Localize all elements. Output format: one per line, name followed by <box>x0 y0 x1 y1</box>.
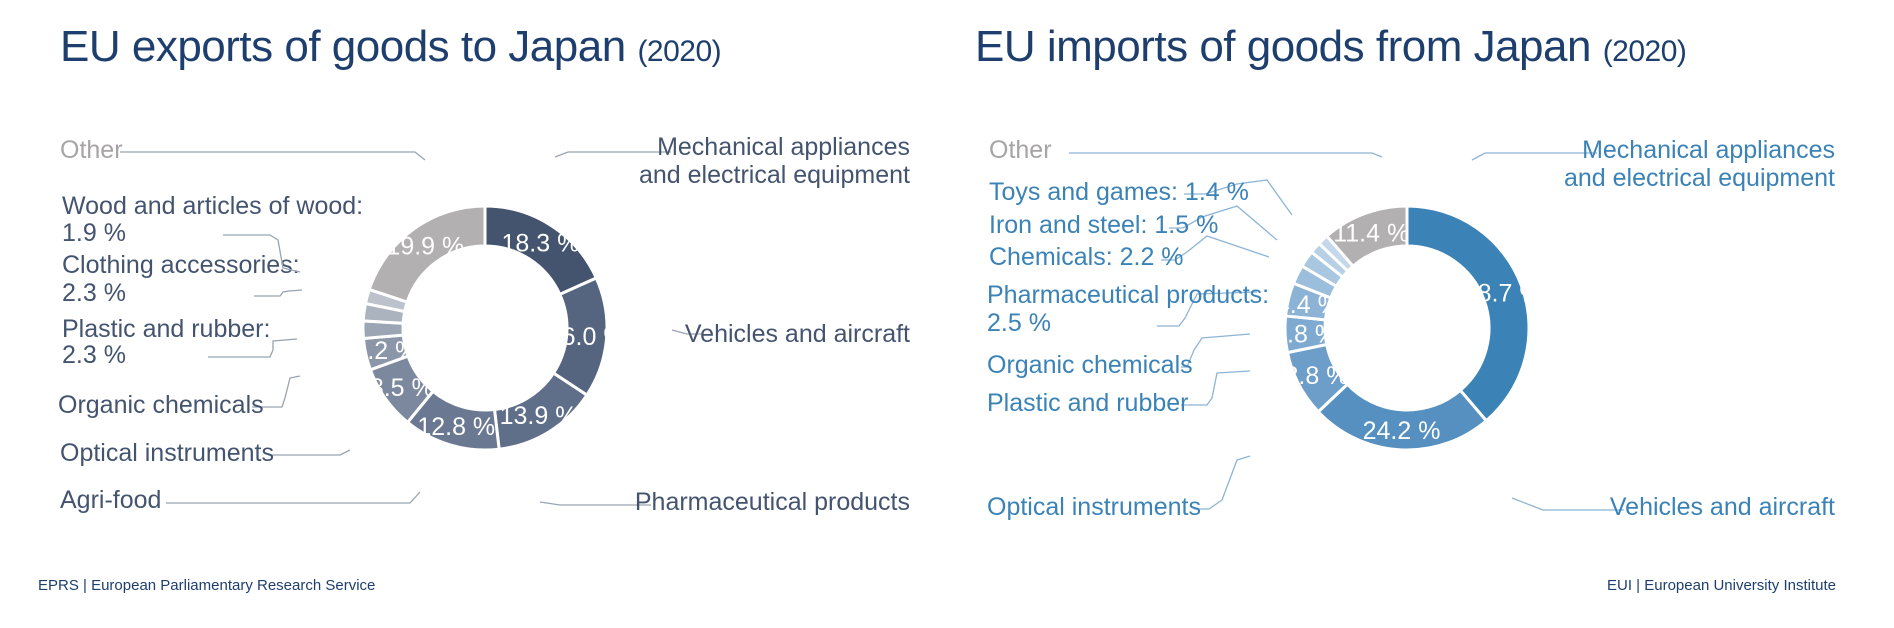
leader-line <box>554 151 671 158</box>
leader-line <box>166 491 421 504</box>
slice-value-label: 4.8 % <box>1273 320 1337 348</box>
slice-category-label: Agri-food <box>60 486 161 514</box>
slice-mechanical-appliances-and-electrical-equipment <box>1405 204 1531 423</box>
chart-title-exports: EU exports of goods to Japan (2020) <box>60 22 722 72</box>
slice-category-label: Vehicles and aircraft <box>685 320 910 348</box>
slice-category-label: Toys and games: 1.4 % <box>989 178 1249 206</box>
leader-line <box>254 289 303 297</box>
leader-line <box>1471 152 1597 161</box>
slice-other <box>1324 204 1409 269</box>
chart-title-text: EU exports of goods to Japan <box>60 22 626 71</box>
leader-line <box>1511 497 1624 511</box>
slice-category-label: Pharmaceutical products: <box>987 281 1269 309</box>
slice-category-label: 2.5 % <box>987 309 1051 337</box>
slice-category-label: 2.3 % <box>62 279 126 307</box>
slice-category-label: Vehicles and aircraft <box>1610 493 1835 521</box>
slice-category-label: Mechanical appliances <box>1582 136 1835 164</box>
slice-value-label: 8.5 % <box>370 374 434 402</box>
leader-line <box>1169 205 1278 241</box>
slice-category-label: Clothing accessories: <box>62 251 300 279</box>
slice-other <box>367 204 487 304</box>
footer-source-eui: EUI | European University Institute <box>1607 577 1836 594</box>
leader-line <box>208 338 298 358</box>
leader-line <box>1157 291 1258 327</box>
leader-line <box>252 375 301 408</box>
chart-title-imports: EU imports of goods from Japan (2020) <box>975 22 1687 72</box>
slice-value-label: 12.8 % <box>417 413 495 441</box>
slice-value-label: 13.9 % <box>500 402 578 430</box>
slice-category-label: and electrical equipment <box>639 161 910 189</box>
slice-value-label: 18.3 % <box>501 229 579 257</box>
leader-line <box>1181 370 1251 406</box>
leader-line <box>120 151 426 161</box>
slice-category-label: 2.3 % <box>62 341 126 369</box>
slice-value-label: 4.2 % <box>353 337 417 365</box>
slice-category-label: Optical instruments <box>987 493 1201 521</box>
slice-category-label: Iron and steel: 1.5 % <box>989 211 1218 239</box>
slice-value-label: 38.7 % <box>1464 280 1542 308</box>
slice-category-label: and electrical equipment <box>1564 164 1835 192</box>
leader-line <box>268 449 351 456</box>
leader-line <box>1184 179 1293 216</box>
leader-line <box>1069 152 1383 158</box>
chart-subtitle: (2020) <box>1602 35 1687 68</box>
footer-source-eprs: EPRS | European Parliamentary Research S… <box>38 577 376 594</box>
slice-value-label: 8.8 % <box>1285 362 1349 390</box>
slice-category-label: Wood and articles of wood: <box>62 192 363 220</box>
slice-category-label: Other <box>60 136 123 164</box>
slice-category-label: Other <box>989 136 1052 164</box>
chart-title-text: EU imports of goods from Japan <box>975 22 1591 71</box>
slice-category-label: 1.9 % <box>62 219 126 247</box>
leader-line <box>671 329 701 335</box>
slice-value-label: 19.9 % <box>386 232 464 260</box>
leader-line <box>1194 455 1251 510</box>
leader-line <box>1181 333 1251 368</box>
slice-category-label: Organic chemicals <box>987 351 1193 379</box>
chart-subtitle: (2020) <box>637 35 722 68</box>
slice-category-label: Mechanical appliances <box>657 133 910 161</box>
slice-category-label: Pharmaceutical products <box>635 488 910 516</box>
leader-line <box>539 501 651 506</box>
slice-value-label: 16.0 % <box>548 323 626 351</box>
leader-line <box>1161 235 1270 261</box>
slice-value-label: 24.2 % <box>1363 417 1441 445</box>
slice-category-label: Plastic and rubber: <box>62 315 270 343</box>
slice-value-label: 11.4 % <box>1333 219 1409 247</box>
slice-category-label: Optical instruments <box>60 439 274 467</box>
leader-line <box>223 234 301 273</box>
slice-category-label: Organic chemicals <box>58 391 264 419</box>
slice-category-label: Plastic and rubber <box>987 389 1189 417</box>
slice-category-label: Chemicals: 2.2 % <box>989 243 1184 271</box>
